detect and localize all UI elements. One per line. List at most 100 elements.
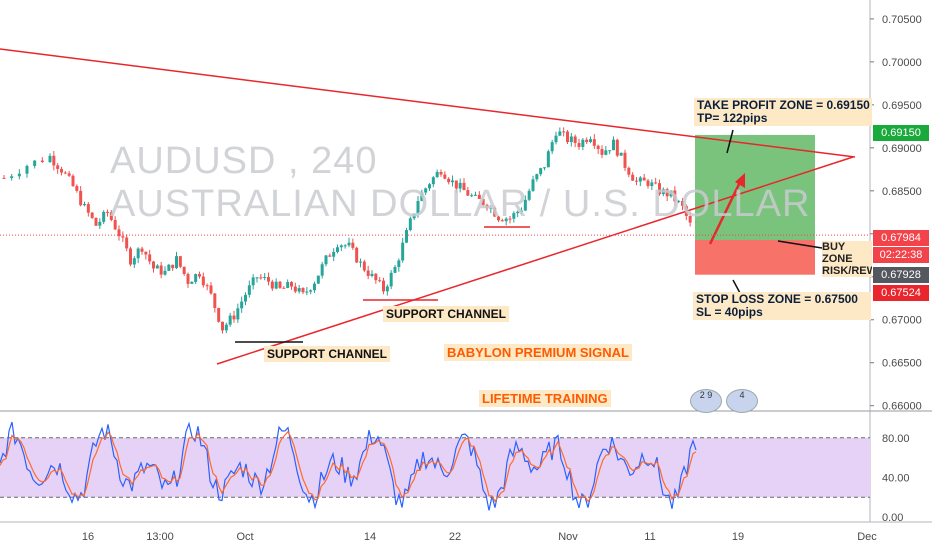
time-tick-label: 14 [364,531,376,543]
candle-body [378,280,382,282]
us-flag-icon-2[interactable]: 4 [726,389,758,413]
candle-body [401,242,405,261]
position-zones [695,134,815,275]
candle-body [313,283,316,291]
candle-body [523,199,527,211]
candle-body [474,194,477,196]
candle-body [359,261,362,263]
event-flags[interactable]: 2 9 4 [690,389,758,413]
time-tick-label: 19 [732,531,744,543]
time-tick-label: Nov [558,531,578,543]
candle-body [631,174,635,181]
price-tick-label: 0.69000 [882,143,922,155]
candle-body [48,155,52,163]
candle-body [650,182,654,187]
candle-body [635,180,638,182]
candle-body [466,190,470,196]
candle-body [558,131,562,136]
candle-body [600,149,604,155]
candle-body [546,151,550,168]
take-profit-zone [695,134,815,240]
candle-body [516,211,520,214]
candle-body [619,152,623,156]
candle-body [86,204,90,213]
candle-body [278,281,282,288]
candle-body [274,281,278,289]
candle-body [293,286,297,292]
candle-body [405,230,408,243]
candle-body [462,182,466,191]
candle-body [481,198,485,205]
candle-body [60,168,63,173]
candle-body [554,135,558,143]
buy-arrow [708,177,744,245]
buy-zone-note: BUY ZONE RISK/REWARD [822,241,872,277]
support-trendline [216,156,854,365]
price-tick-label: 0.68500 [882,186,922,198]
candle-body [94,217,98,226]
candle-body [477,194,481,199]
candle-body [569,136,573,143]
candle-body [194,274,198,282]
flag-count-1: 2 9 [699,390,713,400]
candle-body [90,212,94,218]
candle-body [355,247,359,263]
candle-body [244,294,247,302]
tp-pointer [726,129,734,154]
candle-body [347,242,351,246]
candle-body [397,260,401,268]
price-tick-label: 0.70500 [882,14,922,26]
candle-body [213,293,217,309]
candle-body [454,180,458,189]
us-flag-icon[interactable]: 2 9 [690,389,722,413]
sl-price-badge: 0.67524 [873,285,929,301]
candle-body [654,182,658,184]
candle-body [106,211,109,213]
candle-body [247,285,251,295]
candle-body [83,204,86,206]
take-profit-note: TAKE PROFIT ZONE = 0.69150 TP= 122pips [694,98,872,126]
candle-body [201,276,205,286]
candle-body [205,285,209,287]
candle-body [543,167,546,169]
candle-body [351,242,355,248]
candle-body [17,173,21,177]
candle-body [320,264,324,276]
description-watermark: AUSTRALIAN DOLLAR / U.S. DOLLAR [110,183,811,225]
candle-body [539,168,543,175]
candle-body [531,179,535,191]
candle-body [673,190,677,202]
candle-body [148,254,152,262]
candle-body [374,273,378,281]
candle-body [121,236,125,238]
candle-body [236,308,240,320]
candle-body [228,315,232,325]
candle-body [332,251,336,257]
stop-loss-note: STOP LOSS ZONE = 0.67500 SL = 40pips [693,292,871,320]
candle-body [646,180,650,187]
support-channel-label-2: SUPPORT CHANNEL [383,306,510,322]
candle-body [186,274,190,284]
stop-loss-zone [695,239,815,275]
buy-zone-text: BUY ZONE [822,241,853,265]
candle-body [592,139,596,146]
candle-body [527,190,531,200]
candle-body [339,245,343,248]
candle-body [550,142,554,152]
candle-body [508,218,512,220]
stoch-tick-label: 0.00 [882,512,903,524]
candle-body [408,218,412,231]
candle-body [343,245,347,247]
candle-body [224,324,228,331]
candle-body [113,219,117,230]
time-tick-label: 22 [449,531,461,543]
resistance-trendline [0,48,856,158]
tp-pips-text: TP= 122pips [697,111,768,125]
candles [2,127,692,334]
candle-body [163,270,167,275]
candle-body [316,275,320,284]
time-tick-label: Dec [857,531,877,543]
price-tick-label: 0.66000 [882,401,922,413]
